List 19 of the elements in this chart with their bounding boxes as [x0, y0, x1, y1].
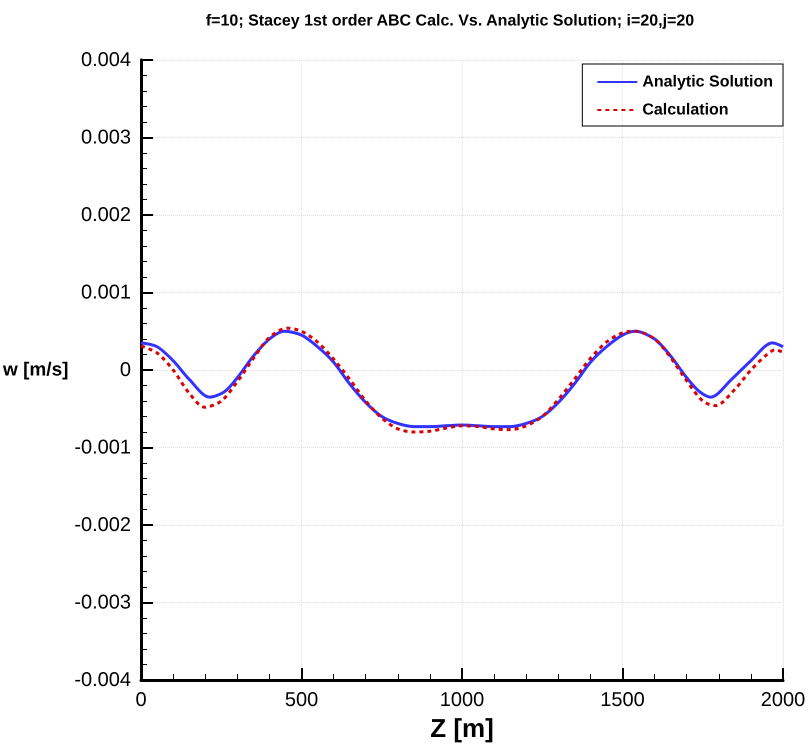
chart-title: f=10; Stacey 1st order ABC Calc. Vs. Analytic Solution; i=20,j=20 [206, 12, 694, 30]
y-tick-label: -0.001 [74, 436, 132, 458]
y-tick-label: 0 [120, 359, 132, 381]
y-tick-label: 0.002 [81, 204, 132, 226]
x-tick-label: 0 [136, 689, 147, 711]
x-axis-title: Z [m] [430, 712, 494, 743]
y-tick-label: -0.003 [74, 592, 132, 614]
x-tick-label: 1000 [440, 689, 484, 711]
x-tick-label: 1500 [600, 689, 645, 711]
x-tick-label: 2000 [760, 689, 806, 711]
y-tick-label: -0.002 [74, 514, 132, 536]
legend-label: Calculation [642, 102, 729, 118]
y-tick-label: 0.004 [81, 49, 132, 71]
y-axis-title: w [m/s] [2, 360, 68, 380]
y-tick-label: -0.004 [74, 669, 132, 691]
y-tick-label: 0.001 [81, 282, 132, 304]
y-tick-label: 0.003 [81, 126, 132, 148]
x-tick-label: 500 [284, 689, 318, 711]
legend-label: Analytic Solution [642, 74, 773, 90]
